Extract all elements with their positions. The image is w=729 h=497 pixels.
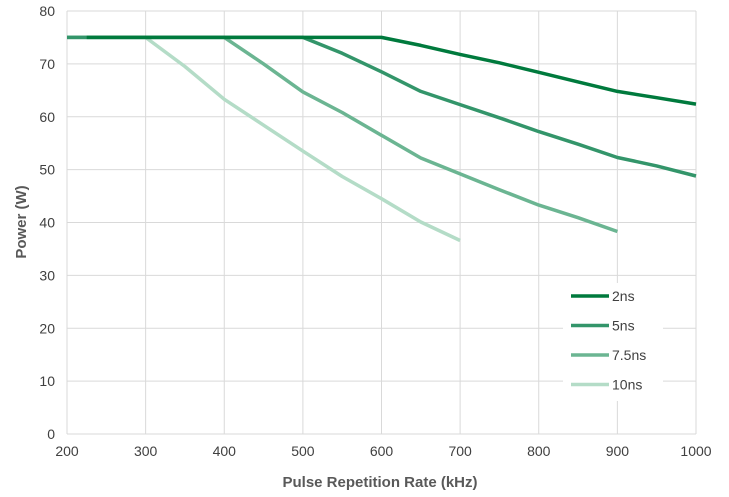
y-tick-label: 10 [39, 373, 55, 389]
legend-label: 10ns [612, 377, 642, 393]
y-tick-label: 40 [39, 215, 55, 231]
legend-label: 2ns [612, 288, 635, 304]
y-tick-label: 50 [39, 162, 55, 178]
y-tick-label: 0 [47, 426, 55, 442]
x-tick-label: 400 [213, 443, 237, 459]
series-line-5ns [67, 35, 697, 178]
tick-labels: 0 10 20 30 40 50 60 70 80 200 300 400 500 600 700 800 90… [39, 3, 711, 459]
legend-background [563, 283, 663, 401]
series-line-2ns [86, 35, 697, 106]
series-line-10ns [67, 35, 461, 243]
legend-label: 5ns [612, 318, 635, 334]
x-tick-label: 300 [134, 443, 158, 459]
x-tick-label: 600 [370, 443, 394, 459]
y-axis-label: Power (W) [13, 185, 30, 258]
y-tick-label: 30 [39, 267, 55, 283]
y-tick-label: 70 [39, 56, 55, 72]
x-tick-label: 500 [291, 443, 315, 459]
x-tick-label: 700 [448, 443, 472, 459]
series-line-7-5ns [67, 35, 618, 234]
x-tick-label: 800 [527, 443, 551, 459]
grid [66, 10, 697, 435]
y-tick-label: 20 [39, 320, 55, 336]
x-tick-label: 200 [55, 443, 79, 459]
x-tick-label: 900 [606, 443, 630, 459]
legend-label: 7.5ns [612, 347, 646, 363]
series-lines [67, 35, 697, 243]
y-tick-label: 80 [39, 3, 55, 19]
legend: 2ns 5ns 7.5ns 10ns [571, 288, 646, 393]
x-axis-label: Pulse Repetition Rate (kHz) [282, 474, 477, 491]
y-tick-label: 60 [39, 109, 55, 125]
x-tick-label: 1000 [680, 443, 711, 459]
